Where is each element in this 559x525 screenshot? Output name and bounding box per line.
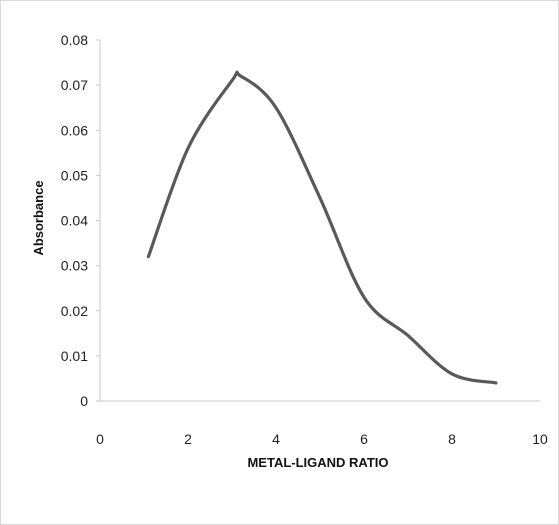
y-tick-label: 0.01 [61, 348, 88, 364]
y-tick-label: 0 [80, 393, 88, 409]
x-tick-label: 8 [448, 431, 456, 447]
x-tick-label: 6 [360, 431, 368, 447]
x-tick-label: 10 [532, 431, 548, 447]
absorbance-series-line [146, 70, 498, 385]
y-tick-label: 0.05 [61, 167, 88, 183]
x-tick-label: 4 [272, 431, 280, 447]
y-axis: 0 0.01 0.02 0.03 0.04 0.05 0.06 0.07 0.08 [61, 32, 101, 409]
x-tick-label: 0 [96, 431, 104, 447]
y-axis-title: Absorbance [31, 180, 46, 255]
y-tick-label: 0.08 [61, 32, 88, 48]
y-tick-label: 0.02 [61, 303, 88, 319]
y-tick-label: 0.06 [61, 122, 88, 138]
y-tick-label: 0.07 [61, 77, 88, 93]
y-tick-label: 0.04 [61, 213, 88, 229]
y-tick-label: 0.03 [61, 258, 88, 274]
x-tick-label: 2 [184, 431, 192, 447]
series-group [146, 70, 498, 385]
x-axis: 0 2 4 6 8 10 [96, 400, 548, 447]
x-axis-title: METAL-LIGAND RATIO [247, 455, 388, 470]
